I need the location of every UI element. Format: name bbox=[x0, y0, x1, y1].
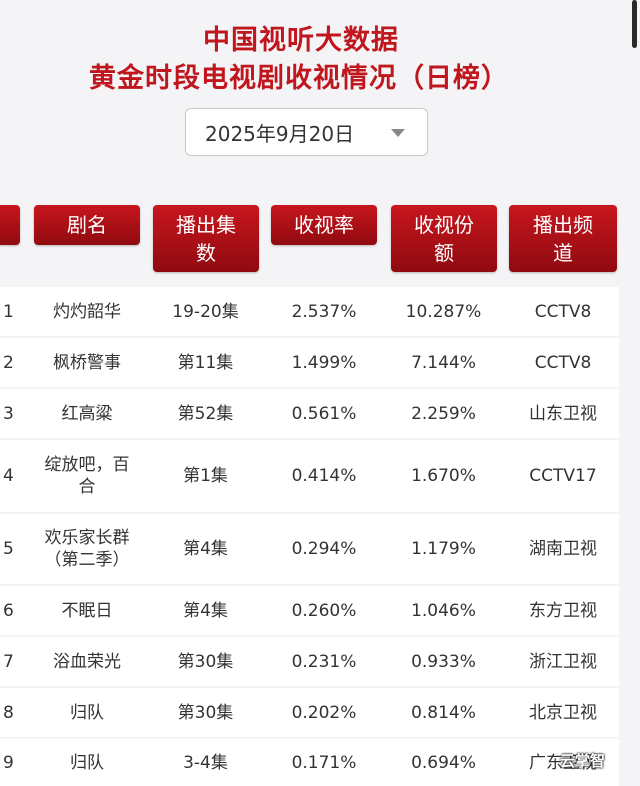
channel-cell: 湖南卫视 bbox=[529, 539, 597, 559]
share-cell: 0.814% bbox=[411, 702, 476, 723]
table-row: 1 灼灼韶华 19-20集 2.537% 10.287% CCTV8 bbox=[0, 287, 619, 336]
rank-cell: 2 bbox=[3, 352, 14, 373]
drama-name-line1: 不眠日 bbox=[61, 600, 113, 621]
rating-cell: 0.260% bbox=[291, 600, 357, 621]
drama-name-line1: 浴血荣光 bbox=[53, 651, 121, 672]
rating-cell: 0.294% bbox=[291, 539, 357, 559]
drama-name-line1: 灼灼韶华 bbox=[53, 301, 121, 322]
episodes-cell: 第52集 bbox=[177, 403, 234, 424]
header-share: 收视份 额 bbox=[391, 205, 497, 272]
rating-cell: 0.414% bbox=[291, 466, 357, 486]
table-row: 4 绽放吧，百 合 第1集 0.414% 1.670% CCTV17 bbox=[0, 440, 619, 512]
rank-cell: 8 bbox=[3, 702, 14, 723]
share-cell: 1.046% bbox=[411, 600, 476, 621]
table-row: 6 不眠日 第4集 0.260% 1.046% 东方卫视 bbox=[0, 586, 619, 635]
table-row: 8 归队 第30集 0.202% 0.814% 北京卫视 bbox=[0, 688, 619, 737]
drama-name-line1: 枫桥警事 bbox=[53, 352, 121, 373]
rank-cell: 6 bbox=[3, 600, 14, 621]
drama-name-line1: 归队 bbox=[70, 702, 104, 723]
drama-name-line1: 绽放吧，百 bbox=[44, 455, 130, 475]
drama-name-line1: 归队 bbox=[70, 752, 104, 773]
header-share-line2: 额 bbox=[434, 240, 454, 265]
channel-cell: CCTV8 bbox=[534, 301, 592, 322]
watermark: 云掌智 bbox=[560, 752, 606, 770]
header-episodes-line1: 播出集 bbox=[176, 212, 236, 237]
rating-cell: 0.561% bbox=[291, 403, 357, 424]
rank-cell: 7 bbox=[3, 651, 14, 672]
episodes-cell: 第11集 bbox=[177, 352, 234, 373]
episodes-cell: 3-4集 bbox=[183, 752, 228, 773]
header-channel-line2: 道 bbox=[553, 240, 573, 265]
header-name-label: 剧名 bbox=[67, 213, 107, 237]
rating-cell: 0.171% bbox=[291, 752, 357, 773]
drama-name-cell[interactable]: 欢乐家长群 （第二季） bbox=[33, 514, 141, 584]
header-episodes-line2: 数 bbox=[196, 240, 216, 265]
table-row: 5 欢乐家长群 （第二季） 第4集 0.294% 1.179% 湖南卫视 bbox=[0, 514, 619, 584]
channel-cell: CCTV8 bbox=[534, 352, 592, 373]
channel-cell: 北京卫视 bbox=[529, 702, 597, 723]
share-cell: 1.670% bbox=[411, 466, 476, 486]
header-name: 剧名 bbox=[34, 205, 140, 245]
rating-cell: 0.231% bbox=[291, 651, 357, 672]
drama-name-cell[interactable]: 灼灼韶华 bbox=[33, 287, 141, 336]
share-cell: 0.694% bbox=[411, 752, 476, 773]
episodes-cell: 第30集 bbox=[177, 651, 234, 672]
scrollbar[interactable] bbox=[632, 0, 637, 48]
table-row: 7 浴血荣光 第30集 0.231% 0.933% 浙江卫视 bbox=[0, 637, 619, 686]
share-cell: 2.259% bbox=[411, 403, 476, 424]
drama-name-line1: 欢乐家长群 bbox=[44, 528, 130, 548]
drama-name-cell[interactable]: 红高粱 bbox=[33, 389, 141, 438]
header-share-line1: 收视份 bbox=[414, 212, 474, 237]
channel-cell: CCTV17 bbox=[529, 466, 597, 486]
rank-cell: 5 bbox=[3, 539, 14, 559]
drama-name-cell[interactable]: 不眠日 bbox=[33, 586, 141, 635]
header-rating-label: 收视率 bbox=[294, 213, 354, 237]
episodes-cell: 第4集 bbox=[183, 600, 228, 621]
header-channel-line1: 播出频 bbox=[533, 212, 593, 237]
page-subtitle: 黄金时段电视剧收视情况（日榜） bbox=[89, 63, 509, 94]
channel-cell: 东方卫视 bbox=[529, 600, 597, 621]
header-rank bbox=[0, 205, 20, 245]
date-select-value: 2025年9月20日 bbox=[205, 121, 355, 146]
rating-cell: 0.202% bbox=[291, 702, 357, 723]
table-row: 2 枫桥警事 第11集 1.499% 7.144% CCTV8 bbox=[0, 338, 619, 387]
share-cell: 10.287% bbox=[405, 301, 482, 322]
rank-cell: 1 bbox=[3, 301, 14, 322]
channel-cell: 浙江卫视 bbox=[529, 651, 597, 672]
channel-cell: 广东卫视 bbox=[529, 752, 597, 773]
date-select[interactable]: 2025年9月20日 bbox=[185, 108, 428, 156]
drama-name-cell[interactable]: 绽放吧，百 合 bbox=[33, 440, 141, 512]
header-channel: 播出频 道 bbox=[509, 205, 617, 272]
table-row: 3 红高粱 第52集 0.561% 2.259% 山东卫视 bbox=[0, 389, 619, 438]
rank-cell: 4 bbox=[3, 466, 14, 486]
drama-name-cell[interactable]: 归队 bbox=[33, 688, 141, 737]
rank-cell: 3 bbox=[3, 403, 14, 424]
share-cell: 0.933% bbox=[411, 651, 476, 672]
share-cell: 1.179% bbox=[411, 539, 476, 559]
chevron-down-icon bbox=[391, 129, 405, 137]
table-row: 9 归队 3-4集 0.171% 0.694% 广东卫视 bbox=[0, 739, 619, 786]
header-rating: 收视率 bbox=[271, 205, 377, 245]
rating-cell: 1.499% bbox=[291, 352, 357, 373]
episodes-cell: 第4集 bbox=[183, 539, 228, 559]
episodes-cell: 19-20集 bbox=[172, 301, 239, 322]
drama-name-cell[interactable]: 浴血荣光 bbox=[33, 637, 141, 686]
header-episodes: 播出集 数 bbox=[153, 205, 259, 272]
episodes-cell: 第30集 bbox=[177, 702, 234, 723]
drama-name-line1: 红高粱 bbox=[61, 403, 113, 424]
drama-name-cell[interactable]: 归队 bbox=[33, 739, 141, 786]
rating-cell: 2.537% bbox=[291, 301, 357, 322]
channel-cell: 山东卫视 bbox=[529, 403, 597, 424]
drama-name-line2: 合 bbox=[78, 477, 96, 497]
drama-name-cell[interactable]: 枫桥警事 bbox=[33, 338, 141, 387]
share-cell: 7.144% bbox=[411, 352, 476, 373]
episodes-cell: 第1集 bbox=[183, 466, 228, 486]
page-title: 中国视听大数据 bbox=[203, 25, 399, 56]
rank-cell: 9 bbox=[3, 752, 14, 773]
drama-name-line2: （第二季） bbox=[44, 550, 130, 570]
